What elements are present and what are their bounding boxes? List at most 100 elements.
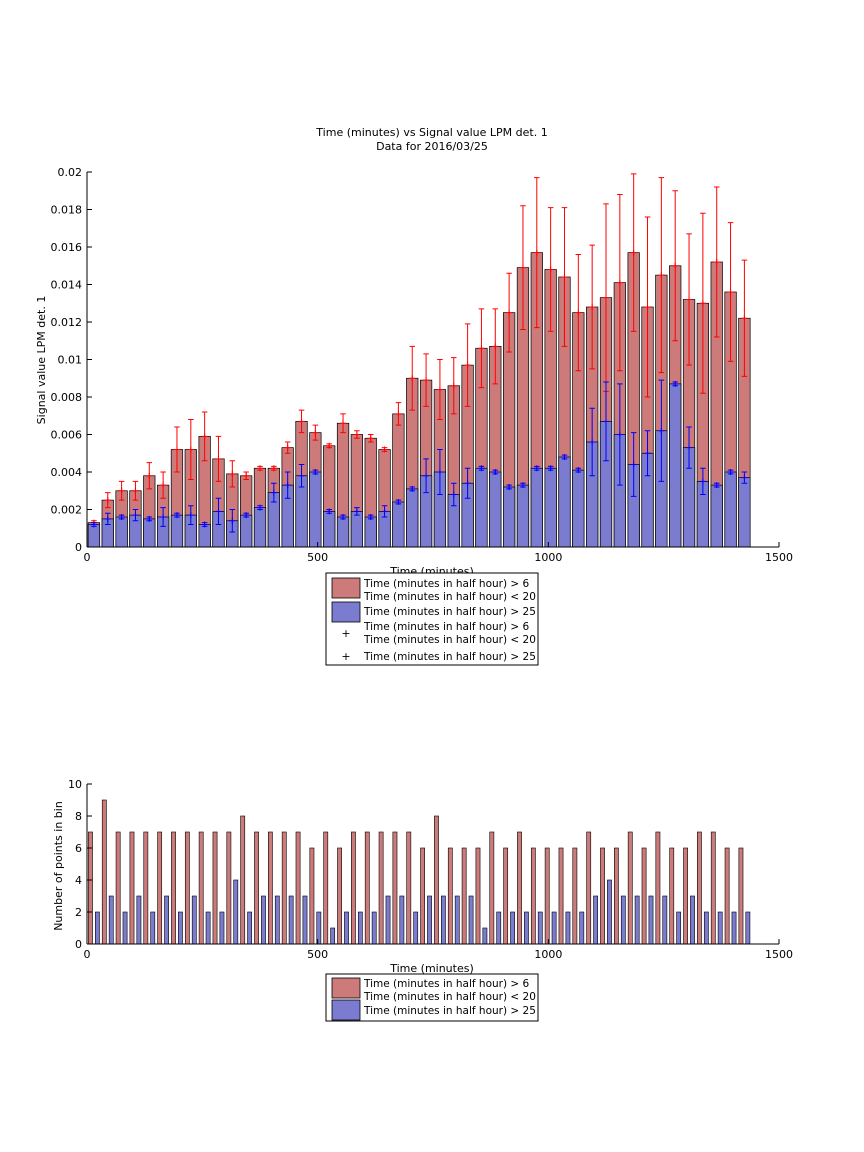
- signal-y-tick-label-8: 0.016: [51, 241, 83, 254]
- signal-errorbar-mid-9: [215, 435, 222, 482]
- signal-bar-late-23: [406, 488, 419, 548]
- count-bar-late-8: [205, 911, 211, 945]
- count-bar-mid-20: [364, 831, 370, 945]
- count-bar-mid-47: [738, 847, 744, 945]
- signal-bar-late-34: [558, 456, 571, 548]
- signal-errorbar-mid-5: [160, 471, 167, 499]
- signal-errorbar-late-7: [187, 505, 194, 525]
- signal-errorbar-late-26: [450, 482, 457, 507]
- count-bar-late-0: [95, 911, 100, 945]
- signal-errorbar-mid-25: [436, 359, 443, 420]
- count-bar-late-3: [136, 895, 142, 945]
- signal-y-tick-label-9: 0.018: [51, 204, 83, 217]
- signal-errorbar-mid-7: [187, 419, 194, 480]
- signal-bar-late-30: [503, 486, 516, 548]
- signal-errorbar-late-12: [257, 504, 263, 511]
- signal-bar-late-47: [738, 477, 751, 548]
- signal-x-tick-label-3: 1500: [765, 551, 793, 564]
- count-bar-late-19: [357, 911, 363, 945]
- count-bar-mid-42: [669, 847, 675, 945]
- signal-legend-swatch-mid-bars: [331, 577, 361, 599]
- count-bar-mid-28: [475, 847, 481, 945]
- signal-y-tick-label-10: 0.02: [58, 166, 83, 179]
- signal-errorbar-late-35: [575, 467, 582, 474]
- count-bar-mid-7: [184, 831, 190, 945]
- count-bar-late-4: [150, 911, 156, 945]
- count-y-tick-label-5: 10: [68, 778, 82, 791]
- signal-errorbar-mid-28: [478, 308, 485, 389]
- signal-legend-label-mid-errors-line1: Time (minutes in half hour) > 6: [363, 621, 530, 633]
- signal-y-tick-label-5: 0.01: [58, 354, 83, 367]
- signal-bar-late-4: [143, 518, 156, 548]
- signal-bar-late-32: [530, 467, 543, 548]
- count-bar-mid-45: [710, 831, 716, 945]
- count-bar-late-47: [745, 911, 751, 945]
- count-bar-late-1: [108, 895, 114, 945]
- signal-errorbar-mid-10: [229, 460, 236, 488]
- signal-errorbar-late-33: [547, 465, 554, 472]
- count-chart-marks: [88, 799, 751, 945]
- count-bar-mid-2: [115, 831, 121, 945]
- count-chart-plot-area: 0 500 1000 1500 0 2 4 6 8 10: [68, 778, 793, 961]
- signal-legend-label-mid-errors: Time (minutes in half hour) > 6 Time (mi…: [363, 621, 536, 646]
- signal-bar-late-8: [198, 524, 211, 548]
- count-bar-late-26: [454, 895, 460, 945]
- signal-bar-late-11: [240, 514, 253, 548]
- count-bar-mid-29: [489, 831, 495, 945]
- count-bar-late-36: [593, 895, 598, 945]
- signal-legend-marker-mid-errors: +: [341, 627, 350, 640]
- signal-errorbar-late-20: [367, 514, 374, 520]
- signal-bar-late-29: [489, 471, 502, 548]
- signal-errorbar-mid-35: [575, 254, 582, 372]
- signal-legend-label-mid-errors-line2: Time (minutes in half hour) < 20: [363, 634, 536, 646]
- signal-errorbar-late-28: [478, 465, 485, 472]
- signal-errorbar-late-41: [658, 379, 665, 482]
- count-bar-mid-0: [88, 831, 93, 945]
- count-bar-mid-23: [406, 831, 412, 945]
- count-bar-mid-37: [600, 847, 605, 945]
- signal-legend-entry-late-bars: Time (minutes in half hour) > 25: [331, 601, 536, 623]
- signal-bar-late-6: [170, 514, 184, 548]
- count-bar-mid-46: [724, 847, 730, 945]
- signal-bar-late-17: [323, 511, 336, 548]
- count-bar-late-13: [274, 895, 280, 945]
- signal-errorbar-mid-15: [298, 409, 305, 434]
- count-bar-mid-43: [683, 847, 688, 945]
- signal-errorbar-mid-12: [257, 465, 263, 472]
- signal-chart-legend: Time (minutes in half hour) > 6 Time (mi…: [325, 572, 539, 666]
- signal-errorbar-late-8: [201, 521, 208, 528]
- signal-legend-label-late-bars: Time (minutes in half hour) > 25: [363, 606, 536, 618]
- signal-errorbar-mid-30: [506, 272, 513, 353]
- count-bar-mid-19: [351, 831, 356, 945]
- signal-bar-late-35: [572, 469, 585, 548]
- signal-errorbar-mid-38: [616, 194, 623, 372]
- signal-x-tick-label-0: 0: [84, 551, 91, 564]
- signal-x-tick-label-2: 1000: [534, 551, 562, 564]
- signal-chart: Time (minutes) vs Signal value LPM det. …: [35, 126, 793, 666]
- signal-errorbar-mid-42: [672, 190, 679, 342]
- signal-errorbar-late-1: [104, 512, 111, 525]
- count-bar-mid-22: [392, 831, 398, 945]
- count-bar-late-32: [537, 911, 543, 945]
- signal-errorbar-mid-2: [118, 480, 125, 501]
- signal-errorbar-late-25: [436, 449, 443, 495]
- signal-errorbar-mid-41: [658, 177, 665, 374]
- count-legend-entry-mid-bars: Time (minutes in half hour) > 6 Time (mi…: [331, 977, 536, 1003]
- signal-errorbar-mid-26: [450, 357, 457, 415]
- count-y-tick-label-2: 4: [75, 874, 82, 887]
- count-bar-late-24: [427, 895, 432, 945]
- signal-errorbar-mid-22: [395, 402, 402, 426]
- signal-legend-label-mid-bars-line1: Time (minutes in half hour) > 6: [363, 578, 530, 590]
- signal-legend-entry-late-errors: + Time (minutes in half hour) > 25: [341, 650, 536, 663]
- count-legend-label-mid-bars-line1: Time (minutes in half hour) > 6: [363, 978, 530, 990]
- count-bar-late-34: [565, 911, 571, 945]
- signal-errorbar-late-16: [312, 469, 319, 475]
- count-bar-mid-4: [143, 831, 149, 945]
- signal-errorbar-late-32: [533, 465, 540, 472]
- signal-errorbar-mid-6: [173, 426, 180, 473]
- count-bar-late-21: [385, 895, 391, 945]
- count-bar-late-2: [122, 911, 128, 945]
- count-bar-late-46: [731, 911, 737, 945]
- signal-errorbar-mid-47: [741, 259, 748, 377]
